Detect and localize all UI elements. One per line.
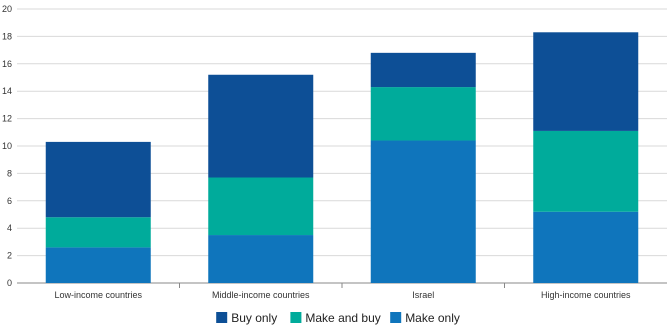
bar-segment bbox=[370, 87, 476, 141]
y-tick-label: 2 bbox=[7, 251, 12, 261]
y-tick-label: 8 bbox=[7, 168, 12, 178]
y-tick-label: 10 bbox=[2, 141, 12, 151]
bars bbox=[45, 32, 639, 283]
legend-swatch bbox=[216, 312, 228, 323]
y-tick-label: 4 bbox=[7, 223, 12, 233]
bar-segment bbox=[208, 235, 314, 283]
x-tick-label: Israel bbox=[412, 290, 434, 300]
y-tick-label: 16 bbox=[2, 59, 12, 69]
legend-swatch bbox=[390, 312, 402, 323]
bar-segment bbox=[208, 177, 314, 236]
y-tick-label: 20 bbox=[2, 4, 12, 14]
x-tick-label: Middle-income countries bbox=[212, 290, 310, 300]
x-tick-label: High-income countries bbox=[541, 290, 631, 300]
legend-swatch bbox=[290, 312, 302, 323]
bar-segment bbox=[45, 247, 151, 283]
legend: Buy only Make and buy Make only bbox=[216, 311, 460, 325]
bar-segment bbox=[45, 141, 151, 218]
y-tick-label: 14 bbox=[2, 86, 12, 96]
x-axis-labels: Low-income countries Middle-income countr… bbox=[54, 290, 631, 300]
bar-segment bbox=[45, 217, 151, 248]
legend-label: Make and buy bbox=[305, 311, 380, 325]
bar-segment bbox=[370, 140, 476, 283]
bar-segment bbox=[533, 130, 639, 212]
legend-label: Make only bbox=[405, 311, 460, 325]
bar-segment bbox=[533, 32, 639, 131]
y-tick-label: 18 bbox=[2, 31, 12, 41]
y-tick-label: 6 bbox=[7, 196, 12, 206]
legend-label: Buy only bbox=[231, 311, 277, 325]
bar-segment bbox=[370, 52, 476, 88]
bar-segment bbox=[533, 211, 639, 283]
y-tick-label: 12 bbox=[2, 114, 12, 124]
bar-segment bbox=[208, 74, 314, 178]
y-tick-label: 0 bbox=[7, 278, 12, 288]
x-tick-label: Low-income countries bbox=[54, 290, 142, 300]
